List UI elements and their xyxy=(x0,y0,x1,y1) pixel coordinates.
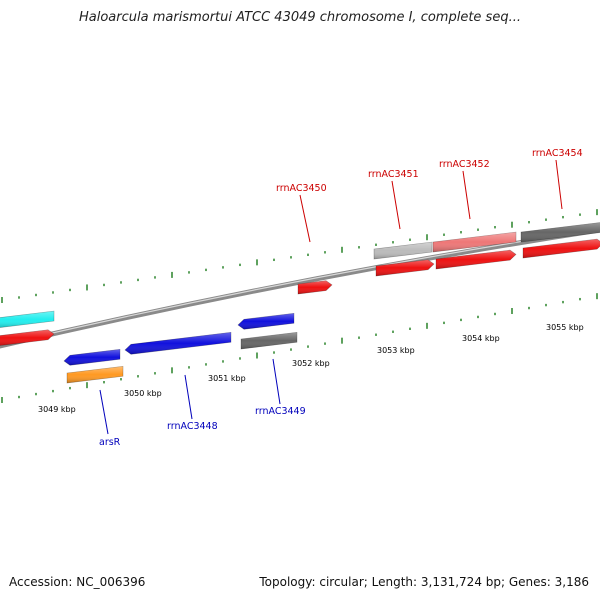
gene-labels: rrnAC3450 rrnAC3451 rrnAC3452 rrnAC3454 arsR… xyxy=(99,148,583,448)
scale-label: 3050 kbp xyxy=(124,389,162,398)
label-leader-line xyxy=(555,159,563,210)
gene-label-reverse[interactable]: arsR xyxy=(99,437,121,448)
label-leader-line xyxy=(272,358,281,405)
scale-label: 3053 kbp xyxy=(377,346,415,355)
scale-label: 3049 kbp xyxy=(38,405,76,414)
label-leader-line xyxy=(391,180,401,230)
gene-label-forward[interactable]: rrnAC3452 xyxy=(439,159,490,170)
scale-label: 3052 kbp xyxy=(292,359,330,368)
topology-text: Topology: circular; Length: 3,131,724 bp… xyxy=(259,575,589,589)
scale-label: 3051 kbp xyxy=(208,374,246,383)
scale-labels: 3049 kbp 3050 kbp 3051 kbp 3052 kbp 3053 kbp… xyxy=(38,323,584,414)
label-leader-line xyxy=(462,170,471,220)
accession-text: Accession: NC_006396 xyxy=(9,575,146,589)
tick-marks xyxy=(1,209,598,403)
gene-label-forward[interactable]: rrnAC3450 xyxy=(276,183,327,194)
label-leader-line xyxy=(299,194,311,243)
gene-label-reverse[interactable]: rrnAC3449 xyxy=(255,406,306,417)
gene-label-forward[interactable]: rrnAC3454 xyxy=(532,148,583,159)
map-title: Haloarcula marismortui ATCC 43049 chromo… xyxy=(79,10,521,25)
gene-features xyxy=(0,222,600,384)
chromosome-backbone xyxy=(0,227,600,349)
scale-label: 3054 kbp xyxy=(462,334,500,343)
gene-label-reverse[interactable]: rrnAC3448 xyxy=(167,421,218,432)
label-leader-line xyxy=(99,389,109,435)
scale-label: 3055 kbp xyxy=(546,323,584,332)
gene-label-forward[interactable]: rrnAC3451 xyxy=(368,169,419,180)
label-leader-line xyxy=(184,374,193,420)
